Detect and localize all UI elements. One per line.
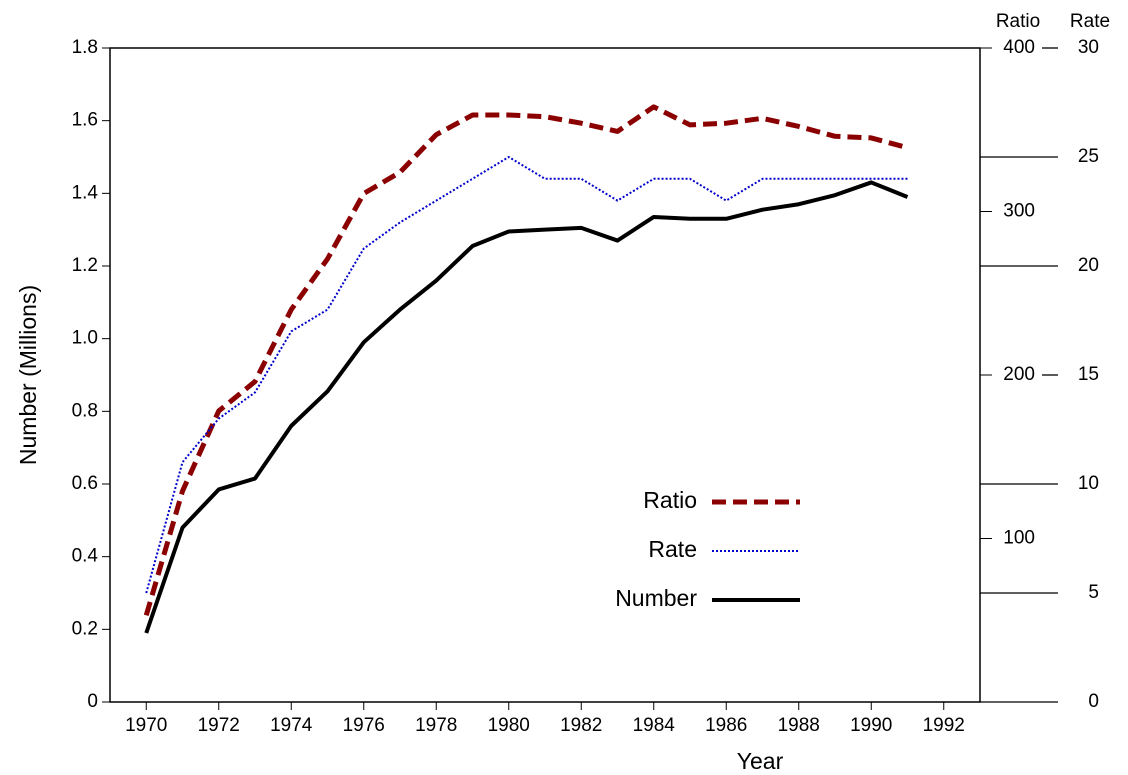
- y2-tick-label: 100: [1003, 528, 1035, 549]
- y-tick-label: 1.2: [72, 255, 98, 276]
- x-tick-label: 1990: [850, 715, 892, 736]
- series-line: [144, 180, 909, 634]
- y-tick-label: 1.6: [72, 110, 98, 131]
- x-tick-label: 1984: [633, 715, 676, 736]
- x-axis-title: Year: [737, 748, 784, 774]
- y3-tick-label: 15: [1078, 364, 1099, 385]
- y3-tick-label: 25: [1078, 146, 1099, 167]
- y-tick-label: 0: [87, 691, 98, 712]
- y3-tick-label: 5: [1088, 582, 1099, 603]
- y3-tick-label: 20: [1078, 255, 1099, 276]
- y2-axis-title: Ratio: [996, 11, 1040, 32]
- y2-tick-label: 300: [1003, 201, 1035, 222]
- y-axis-title: Number (Millions): [15, 285, 41, 465]
- x-tick-label: 1992: [923, 715, 965, 736]
- legend-label: Rate: [648, 536, 697, 562]
- y-tick-label: 0.2: [72, 618, 98, 639]
- y3-tick-label: 30: [1078, 37, 1099, 58]
- x-tick-label: 1970: [125, 715, 167, 736]
- legend-label: Ratio: [643, 487, 697, 513]
- series-line: [143, 104, 909, 617]
- legend-label: Number: [615, 585, 697, 611]
- y2-tick-label: 400: [1003, 37, 1035, 58]
- series-line: [145, 156, 908, 594]
- y-tick-label: 0.6: [72, 473, 98, 494]
- x-tick-label: 1978: [415, 715, 457, 736]
- x-tick-label: 1974: [270, 715, 313, 736]
- y-tick-label: 0.8: [72, 400, 98, 421]
- y3-tick-label: 0: [1088, 691, 1099, 712]
- y-tick-label: 1.8: [72, 37, 98, 58]
- y3-tick-label: 10: [1078, 473, 1099, 494]
- x-tick-label: 1972: [198, 715, 240, 736]
- y-tick-label: 1.4: [72, 182, 99, 203]
- plot-frame: [109, 47, 981, 703]
- y-tick-label: 0.4: [72, 546, 99, 567]
- x-tick-label: 1980: [488, 715, 530, 736]
- y3-axis-title: Rate: [1070, 11, 1110, 32]
- y2-tick-label: 200: [1003, 364, 1035, 385]
- x-tick-label: 1988: [778, 715, 820, 736]
- x-tick-label: 1986: [705, 715, 747, 736]
- x-tick-label: 1982: [560, 715, 602, 736]
- x-tick-label: 1976: [343, 715, 385, 736]
- y-tick-label: 1.0: [72, 328, 98, 349]
